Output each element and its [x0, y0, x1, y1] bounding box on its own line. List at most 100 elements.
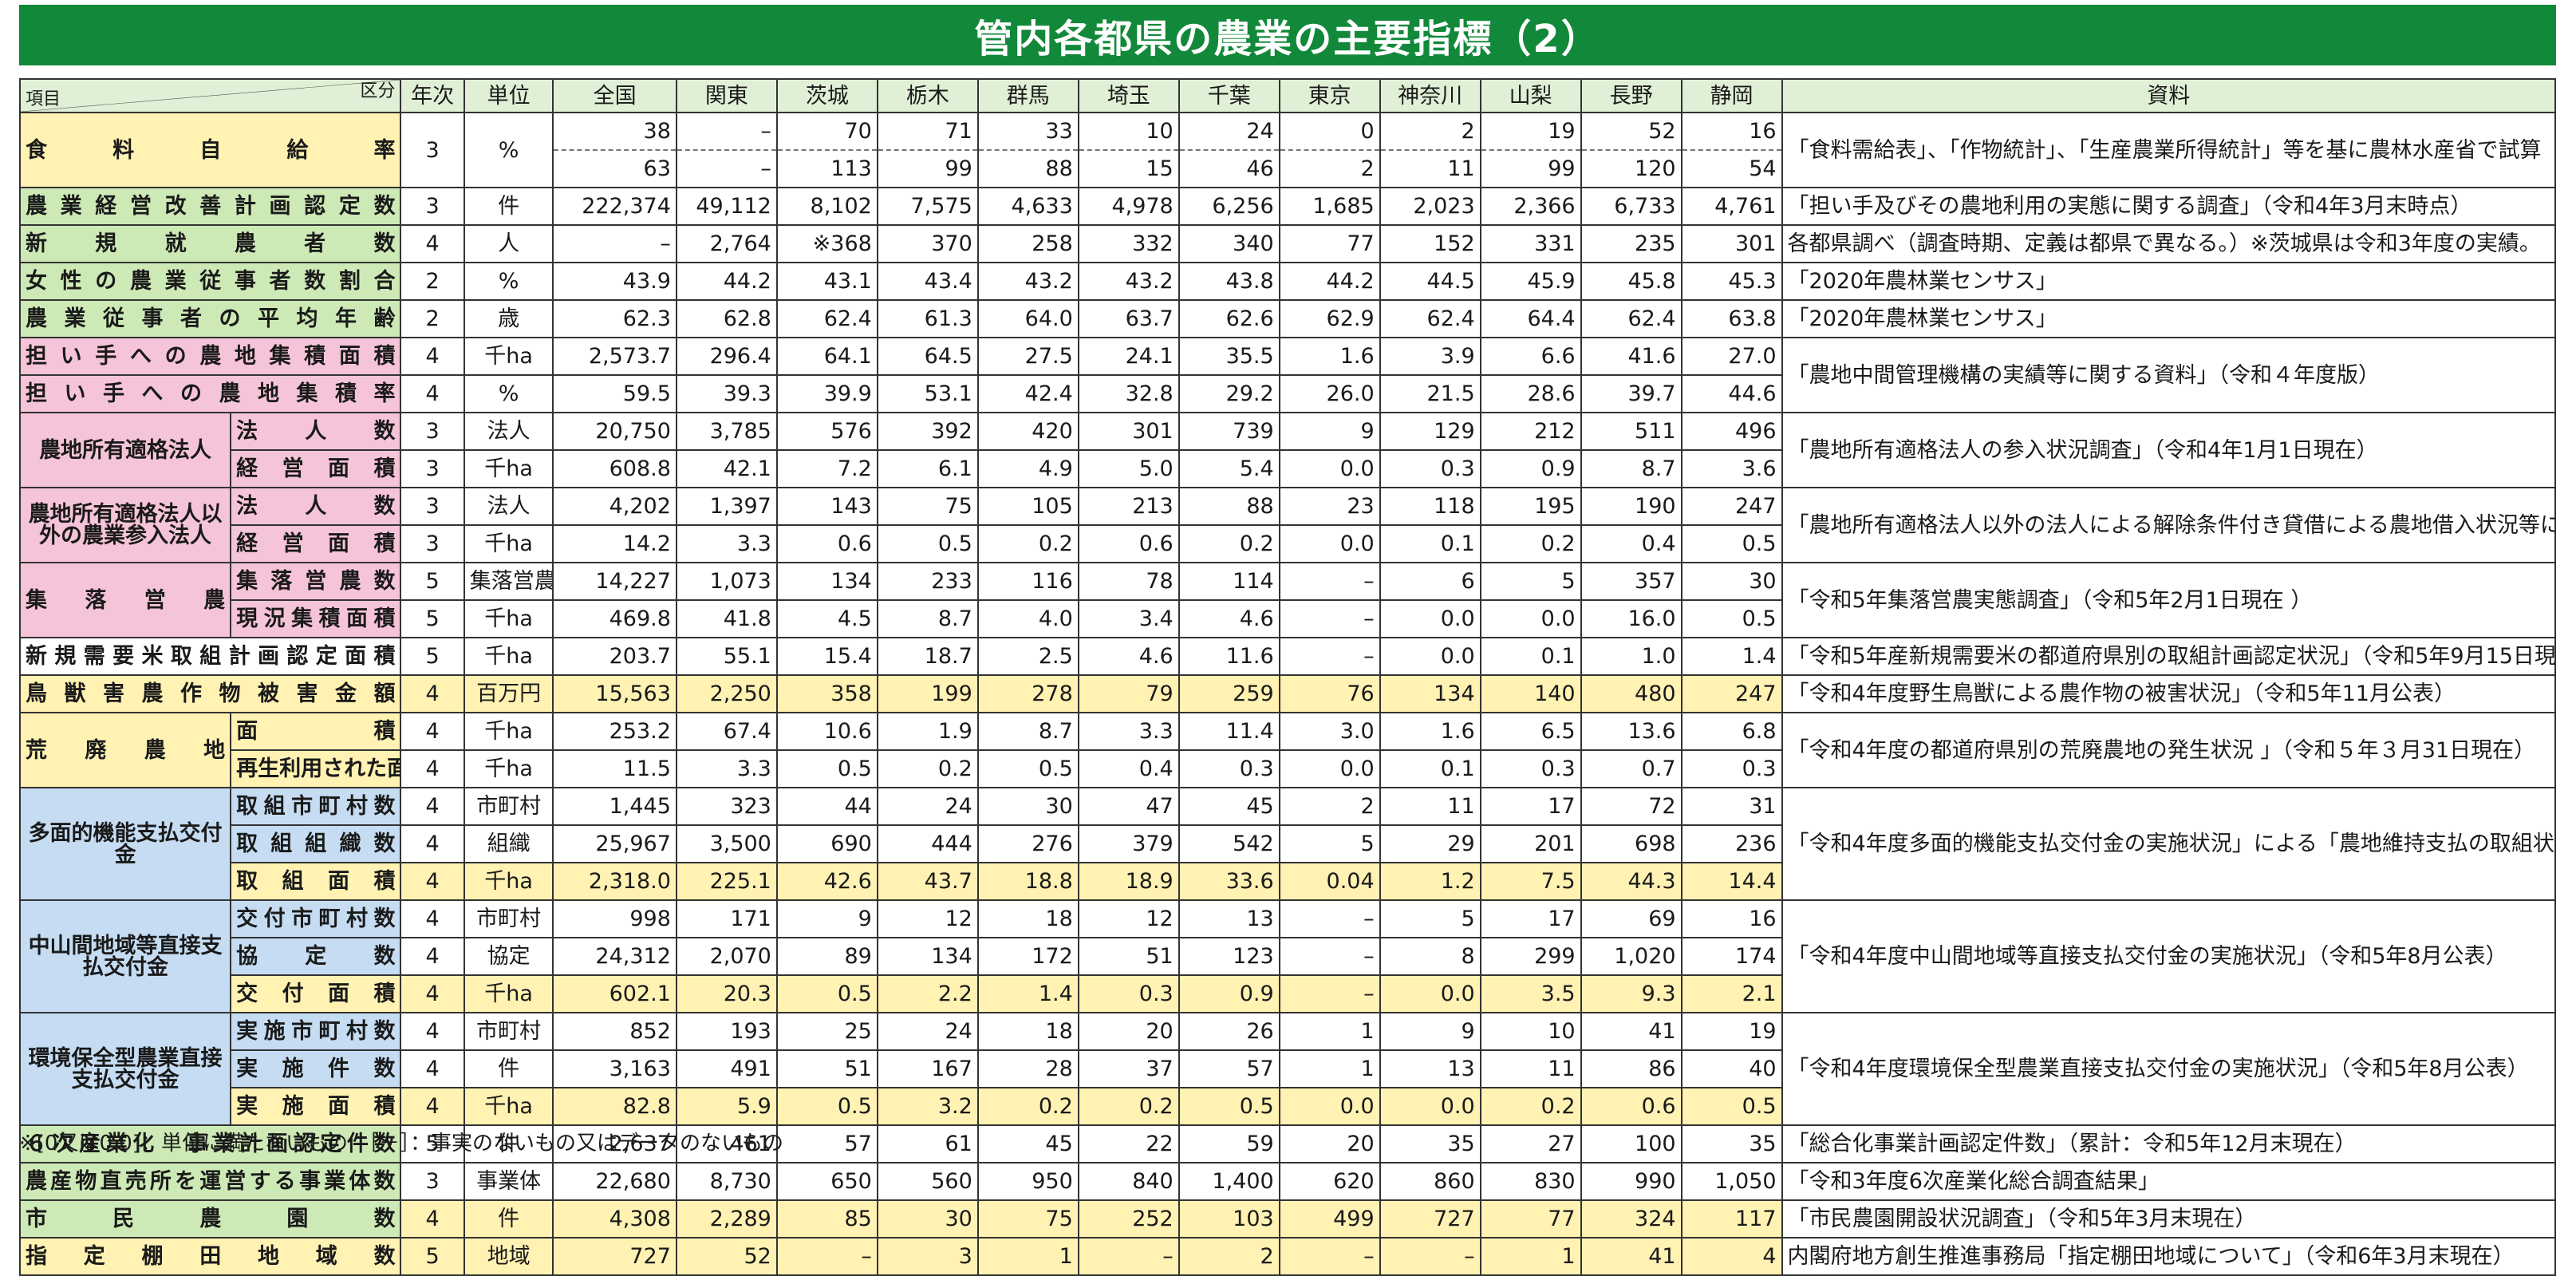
value-cell: 5 [1479, 562, 1582, 601]
header-unit: 単位 [463, 78, 554, 113]
value-cell: 103 [1178, 1199, 1280, 1238]
value-cell: 75 [976, 1199, 1079, 1238]
table-row: 農産物直売所を運営する事業体数 3 事業体 22,680 8,730 650 560 950 8… [18, 1162, 2557, 1201]
sub-label: 取組市町村数 [230, 787, 402, 826]
value-cell: 12 [1077, 899, 1180, 938]
row-label: 担い手への農地集積率 [18, 374, 402, 413]
value-cell: 1 [1278, 1049, 1381, 1088]
value-cell: 4.5 [775, 599, 878, 638]
value-cell: 0.3 [1680, 749, 1783, 788]
sub-label: 実施面積 [230, 1087, 402, 1126]
value-cell: 47 [1077, 787, 1180, 826]
group-label: 荒廃農地 [18, 712, 232, 788]
value-cell: 19 [1680, 1012, 1783, 1051]
value-cell: 31 [1680, 787, 1783, 826]
value-cell: 123 [1178, 937, 1280, 976]
value-cell: 5 [1379, 899, 1481, 938]
value-cell: 203.7 [552, 637, 677, 676]
value-cell: 41 [1580, 1012, 1682, 1051]
value-cell: 5.0 [1077, 449, 1180, 488]
year-cell: 2 [400, 262, 465, 301]
value-cell: 1 [976, 1237, 1079, 1276]
value-cell: 1.9 [876, 712, 979, 751]
value-cell: – [1278, 562, 1381, 601]
header-region: 山梨 [1479, 78, 1582, 113]
value-cell: 44.5 [1379, 262, 1481, 301]
header-kubun: 区分 [360, 81, 396, 101]
table-row: 現況集積面積 5 千ha 469.8 41.8 4.5 8.7 4.0 3.4 4.6–0.0 0.… [20, 599, 2555, 638]
value-cell: 420 [976, 412, 1079, 451]
group-label: 集落営農 [18, 562, 232, 638]
year-cell: 4 [400, 337, 465, 376]
value-cell: 2,023 [1379, 187, 1481, 226]
source-cell: 「令和4年度野生鳥獣による農作物の被害状況」（令和5年11月公表） [1781, 674, 2557, 713]
header-row: 項目 区分 年次 単位 全国 関東 茨城 栃木 群馬 埼玉 千葉 東京 神奈川 … [18, 78, 2557, 113]
value-cell: 8,730 [675, 1162, 778, 1201]
value-cell: 45.8 [1580, 262, 1682, 301]
value-cell: 24 [876, 787, 979, 826]
row-label: 新規就農者数 [18, 224, 402, 263]
sub-label: 法人数 [230, 487, 402, 526]
source-cell: 「総合化事業計画認定件数」（累計：令和5年12月末現在） [1781, 1124, 2557, 1163]
value-cell: 278 [976, 674, 1079, 713]
value-cell: 72 [1580, 787, 1682, 826]
value-cell: 8.7 [1580, 449, 1682, 488]
value-cell: 42.1 [675, 449, 778, 488]
value-cell: 3.2 [876, 1087, 979, 1126]
value-cell: 20.3 [675, 974, 778, 1013]
sub-label: 協定数 [230, 937, 402, 976]
source-cell: 「令和3年度6次産業化総合調査結果」 [1781, 1162, 2557, 1201]
value-cell: 4.0 [976, 599, 1079, 638]
sub-label: 実施市町村数 [230, 1012, 402, 1051]
value-cell: 35 [1379, 1124, 1481, 1163]
value-cell: 491 [675, 1049, 778, 1088]
value-cell: 35 [1680, 1124, 1783, 1163]
value-cell: 33.6 [1178, 862, 1280, 901]
value-cell: 0.6 [1580, 1087, 1682, 1126]
value-cell: 259 [1178, 674, 1280, 713]
year-cell: 3 [400, 187, 465, 226]
value-cell: 0.2 [1077, 1087, 1180, 1126]
value-cell: 43.9 [552, 262, 677, 301]
value-cell: 77 [1278, 224, 1381, 263]
value-cell: 171 [675, 899, 778, 938]
unit-cell: 千ha [463, 974, 554, 1013]
value-cell: 1,685 [1278, 187, 1381, 226]
unit-cell: 千ha [463, 1087, 554, 1126]
value-cell: 4,202 [552, 487, 677, 526]
unit-cell: 市町村 [463, 899, 554, 938]
year-cell: 4 [400, 674, 465, 713]
value-cell: 299 [1479, 937, 1582, 976]
value-cell: 7.5 [1479, 862, 1582, 901]
value-cell: 0.7 [1580, 749, 1682, 788]
header-item-kubun: 項目 区分 [18, 78, 402, 113]
value-cell: 0.6 [775, 524, 878, 563]
value-cell: – [1278, 1237, 1381, 1276]
value-cell: 1,020 [1580, 937, 1682, 976]
unit-cell: 千ha [463, 749, 554, 788]
value-cell: 379 [1077, 824, 1180, 863]
value-cell: 1,445 [552, 787, 677, 826]
value-cell: 0.0 [1278, 1087, 1381, 1126]
year-cell: 4 [400, 1049, 465, 1088]
value-cell: 0.2 [1479, 1087, 1582, 1126]
row-label: 鳥獣害農作物被害金額 [18, 674, 402, 713]
row-label: 担い手への農地集積面積 [18, 337, 402, 376]
value-cell: 0.3 [1479, 749, 1582, 788]
value-cell: 13 [1379, 1049, 1481, 1088]
value-cell: – [1379, 1237, 1481, 1276]
value-cell: 1.6 [1278, 337, 1381, 376]
row-label: 女性の農業従事者数割合 [18, 262, 402, 301]
value-cell: 40 [1680, 1049, 1783, 1088]
value-cell: – [1278, 974, 1381, 1013]
unit-cell: 千ha [463, 337, 554, 376]
table-row: 経営面積 3 千ha 608.8 42.1 7.2 6.1 4.9 5.0 5.4 0.0 0.3 0.… [20, 449, 2555, 488]
value-cell: 30 [1680, 562, 1783, 601]
value-cell: 3.4 [1077, 599, 1180, 638]
value-cell: 117 [1680, 1199, 1783, 1238]
value-cell: 37 [1077, 1049, 1180, 1088]
value-cell: 42.4 [976, 374, 1079, 413]
value-cell: 38 [552, 112, 677, 151]
source-cell: 「農地所有適格法人の参入状況調査」（令和4年1月1日現在） [1781, 412, 2557, 488]
value-cell: 201 [1479, 824, 1582, 863]
